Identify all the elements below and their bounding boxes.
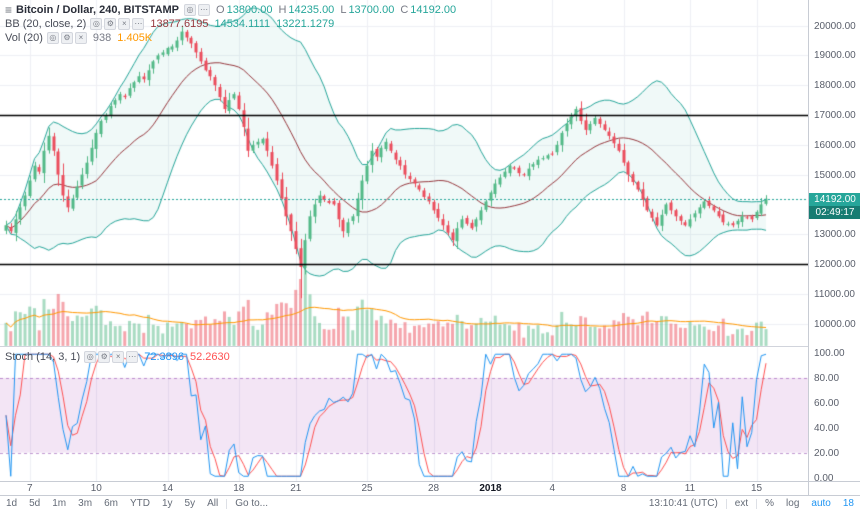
- ohlc-open: O 13800.00: [216, 4, 273, 16]
- time-axis-label: 4: [549, 483, 556, 494]
- goto-button[interactable]: Go to...: [235, 498, 269, 509]
- main-chart-canvas[interactable]: [0, 0, 808, 347]
- ohlc-close: C 14192.00: [400, 4, 457, 16]
- range-all-button[interactable]: All: [207, 498, 219, 509]
- time-axis-label: 25: [361, 483, 373, 494]
- current-price-badge: 14192.00 02:49:17: [809, 193, 860, 219]
- price-tick-label: 16000.00: [814, 139, 856, 151]
- bb-label[interactable]: BB (20, close, 2): [5, 18, 87, 30]
- clock-label[interactable]: 13:10:41 (UTC): [648, 498, 718, 509]
- ohlc-high: H 14235.00: [278, 4, 335, 16]
- range-5y-button[interactable]: 5y: [184, 498, 196, 509]
- stoch-tick-label: 80.00: [814, 372, 840, 384]
- time-axis-label: 15: [750, 483, 763, 494]
- toolbar-divider: [756, 498, 758, 509]
- volume-value: 938: [92, 32, 112, 44]
- close-icon[interactable]: ×: [118, 18, 131, 30]
- time-axis-label: 11: [684, 483, 696, 494]
- stoch-tick-label: 40.00: [814, 422, 840, 434]
- time-axis-label: 7: [26, 483, 33, 494]
- eye-icon[interactable]: ◎: [90, 18, 103, 30]
- stoch-tick-label: 100.00: [814, 348, 845, 359]
- more-icon[interactable]: ⋯: [198, 4, 211, 16]
- bb-indicator-row: BB (20, close, 2) ◎ ⚙ × ⋯ 13877.6195 145…: [5, 17, 462, 31]
- range-ytd-button[interactable]: YTD: [129, 498, 150, 509]
- time-axis-label: 18: [233, 483, 245, 494]
- time-axis-label: 2018: [479, 483, 502, 494]
- volume-label[interactable]: Vol (20): [5, 32, 43, 44]
- range-1y-button[interactable]: 1y: [161, 498, 173, 509]
- price-tick-label: 19000.00: [814, 50, 856, 62]
- menu-icon[interactable]: ≡: [5, 3, 13, 17]
- stoch-tick-label: 0.00: [814, 472, 834, 484]
- price-tick-label: 11000.00: [814, 288, 855, 300]
- range-5d-button[interactable]: 5d: [29, 498, 41, 509]
- volume-ma-value: 1.405K: [117, 32, 153, 44]
- range-6m-button[interactable]: 6m: [104, 498, 118, 509]
- price-tick-label: 20000.00: [814, 20, 856, 32]
- symbol-title[interactable]: Bitcoin / Dollar, 240, BITSTAMP: [16, 4, 180, 16]
- close-icon[interactable]: ×: [74, 32, 87, 44]
- range-1d-button[interactable]: 1d: [6, 498, 18, 509]
- time-axis-label: 28: [427, 483, 440, 494]
- price-tick-label: 15000.00: [814, 169, 856, 181]
- stoch-tick-label: 60.00: [814, 397, 840, 409]
- range-1m-button[interactable]: 1m: [52, 498, 67, 509]
- settings-icon[interactable]: ⚙: [104, 18, 117, 30]
- stoch-pane-canvas[interactable]: [0, 347, 808, 481]
- time-axis-label: 8: [620, 483, 627, 494]
- stoch-indicator-row: Stoch (14, 3, 1) ◎ ⚙ × ⋯ 72.3896 52.2630: [5, 350, 236, 364]
- ohlc-low: L 13700.00: [340, 4, 395, 16]
- settings-icon[interactable]: ⚙: [98, 351, 111, 363]
- stoch-legend: Stoch (14, 3, 1) ◎ ⚙ × ⋯ 72.3896 52.2630: [5, 350, 236, 364]
- bottom-toolbar: 1d 5d 1m 3m 6m YTD 1y 5y All Go to... 13…: [0, 495, 860, 511]
- current-price-label: 14192.00: [809, 193, 860, 206]
- price-axis[interactable]: 14192.00 02:49:17 20000.00 19000.00 18000.…: [808, 0, 860, 484]
- price-tick-label: 18000.00: [814, 80, 856, 92]
- toolbar-divider: [725, 498, 727, 509]
- stoch-k-value: 72.3896: [144, 351, 184, 363]
- settings-icon[interactable]: ⚙: [60, 32, 73, 44]
- time-axis-label: 21: [290, 483, 302, 494]
- bb-upper-value: 14534.1111: [214, 18, 271, 30]
- percent-scale-toggle[interactable]: %: [765, 498, 775, 509]
- eye-icon[interactable]: ◎: [184, 4, 197, 16]
- auto-scale-toggle[interactable]: auto: [811, 498, 831, 509]
- stoch-label[interactable]: Stoch (14, 3, 1): [5, 351, 81, 363]
- eye-icon[interactable]: ◎: [46, 32, 59, 44]
- ext-toggle[interactable]: ext: [734, 498, 749, 509]
- more-icon[interactable]: ⋯: [126, 351, 139, 363]
- price-tick-label: 17000.00: [814, 110, 856, 121]
- bb-basis-value: 13877.6195: [150, 18, 209, 30]
- time-axis-label: 10: [90, 483, 102, 494]
- close-icon[interactable]: ×: [112, 351, 125, 363]
- toolbar-divider: [226, 498, 228, 509]
- stoch-tick-label: 20.00: [814, 447, 840, 459]
- time-axis-label: 14: [161, 483, 174, 494]
- time-axis[interactable]: 7 10 14 18 21 25 28 2018 4 8 11 15: [0, 481, 808, 495]
- price-tick-label: 12000.00: [814, 259, 856, 270]
- price-tick-label: 10000.00: [814, 318, 856, 330]
- log-scale-toggle[interactable]: log: [786, 498, 800, 509]
- pane-divider[interactable]: [0, 346, 860, 347]
- stoch-d-value: 52.2630: [189, 351, 230, 363]
- range-3m-button[interactable]: 3m: [78, 498, 93, 509]
- more-icon[interactable]: ⋯: [132, 18, 145, 30]
- price-tick-label: 13000.00: [814, 229, 856, 241]
- eye-icon[interactable]: ◎: [84, 351, 97, 363]
- axis-corner: [808, 481, 860, 495]
- bb-lower-value: 13221.1279: [276, 18, 335, 30]
- notification-badge[interactable]: 18: [842, 498, 854, 509]
- bar-countdown: 02:49:17: [809, 206, 860, 219]
- volume-indicator-row: Vol (20) ◎ ⚙ × 938 1.405K: [5, 31, 462, 45]
